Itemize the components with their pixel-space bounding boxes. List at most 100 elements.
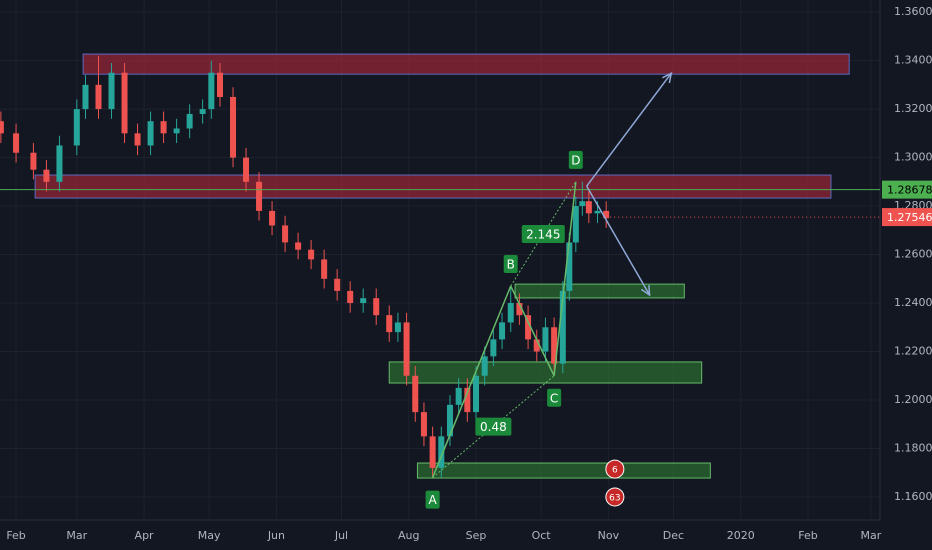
x-tick-label: Mar: [861, 529, 882, 542]
arrow: [586, 185, 651, 296]
candle-body: [347, 290, 354, 304]
candle-body: [173, 128, 180, 134]
arrow: [586, 72, 672, 187]
pattern-leg: [510, 285, 555, 377]
point-label: C: [550, 391, 558, 405]
point-badge: [425, 490, 440, 509]
y-tick-label: 1.16000: [894, 490, 932, 503]
price-badge: [882, 208, 932, 227]
candle-body: [134, 133, 141, 146]
zone: [514, 283, 685, 299]
candle-body: [208, 72, 215, 110]
candle-body: [585, 201, 592, 214]
point-label: D: [571, 153, 580, 167]
candle-body: [43, 169, 50, 182]
point-badge: [568, 150, 583, 169]
x-tick-label: Jul: [334, 529, 348, 542]
y-tick-label: 1.30000: [894, 151, 932, 164]
x-tick-label: Sep: [466, 529, 487, 542]
candle-body: [394, 322, 401, 333]
candle-body: [559, 290, 566, 364]
candle-body: [473, 375, 480, 413]
candle-body: [386, 315, 393, 333]
arrow-head: [662, 71, 673, 84]
pattern-leg: [431, 285, 512, 478]
candle-body: [82, 84, 89, 110]
candle-body: [499, 322, 506, 340]
zone: [416, 462, 711, 479]
y-tick-label: 1.34000: [894, 54, 932, 67]
candle-body: [572, 206, 579, 243]
y-tick-label: 1.22000: [894, 345, 932, 358]
zone: [34, 174, 832, 199]
x-tick-label: Feb: [6, 529, 25, 542]
point-label: A: [429, 493, 438, 507]
candle-body: [438, 436, 445, 468]
y-tick-label: 1.24000: [894, 296, 932, 309]
y-tick-label: 1.36000: [894, 5, 932, 18]
candle-body: [594, 210, 601, 214]
candle-body: [360, 298, 367, 304]
candle-body: [321, 259, 328, 279]
candle-body: [199, 109, 206, 114]
candle-body: [334, 278, 341, 291]
price-badge-label: 1.28678: [887, 184, 932, 197]
event-label: 6: [612, 466, 618, 476]
candle-body: [186, 113, 193, 129]
candle-body: [13, 133, 20, 153]
candle-body: [243, 157, 250, 182]
x-tick-label: Dec: [663, 529, 684, 542]
candle-body: [446, 404, 453, 437]
candle-body: [108, 72, 115, 110]
point-label: B: [507, 258, 515, 272]
ratio-badge: [475, 417, 512, 436]
candle-body: [147, 121, 154, 146]
candle-body: [429, 436, 436, 468]
ratio-label: 0.48: [480, 420, 507, 434]
zone: [388, 361, 703, 384]
candle-body: [551, 327, 558, 364]
candle-body: [256, 181, 263, 211]
x-tick-label: Jun: [267, 529, 285, 542]
x-tick-label: Nov: [598, 529, 620, 542]
event-marker: [605, 459, 625, 479]
candle-body: [516, 303, 523, 316]
x-tick-label: May: [198, 529, 221, 542]
candle-body: [455, 387, 462, 405]
candle-body: [412, 375, 419, 413]
candle-body: [525, 315, 532, 340]
y-tick-label: 1.18000: [894, 441, 932, 454]
candle-body: [533, 339, 540, 352]
candle-body: [308, 249, 315, 260]
ratio-label: 2.145: [526, 227, 560, 241]
y-tick-label: 1.20000: [894, 393, 932, 406]
candle-body: [95, 84, 102, 110]
candle-body: [490, 339, 497, 357]
candle-body: [420, 412, 427, 437]
candle-body: [566, 242, 573, 291]
pattern-diagonal: [432, 375, 555, 478]
y-tick-label: 1.32000: [894, 102, 932, 115]
y-tick-label: 1.26000: [894, 248, 932, 261]
candle-body: [73, 109, 80, 146]
x-tick-label: Feb: [798, 529, 817, 542]
candle-body: [160, 121, 167, 134]
ratio-badge: [521, 224, 565, 243]
candle-body: [464, 387, 471, 413]
candle-body: [481, 356, 488, 376]
candle-body: [507, 303, 514, 323]
candle-body: [579, 201, 586, 207]
candle-body: [542, 327, 549, 352]
zone: [82, 53, 850, 75]
arrow-head: [640, 285, 651, 297]
candle-body: [403, 322, 410, 376]
point-badge: [547, 388, 562, 407]
candle-body: [217, 72, 223, 97]
candle-body: [295, 242, 302, 250]
x-tick-label: Mar: [66, 529, 87, 542]
x-tick-label: 2020: [727, 529, 755, 542]
x-tick-label: Apr: [135, 529, 155, 542]
point-badge: [503, 255, 518, 274]
candle-body: [603, 210, 610, 219]
